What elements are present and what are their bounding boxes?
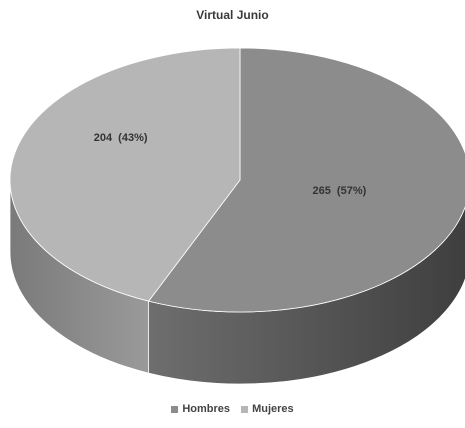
legend-item-mujeres: Mujeres — [241, 403, 294, 415]
legend-item-hombres: Hombres — [171, 403, 230, 415]
legend: Hombres Mujeres — [0, 403, 465, 415]
data-label-mujeres: 204 (43%) — [94, 132, 148, 144]
legend-swatch-hombres — [171, 405, 179, 413]
pie-slice-hombres — [147, 47, 465, 313]
legend-label-hombres: Hombres — [182, 403, 231, 415]
data-label-hombres: 265 (57%) — [312, 185, 366, 197]
legend-swatch-mujeres — [241, 405, 249, 413]
chart-title: Virtual Junio — [196, 8, 269, 22]
legend-label-mujeres: Mujeres — [252, 403, 294, 415]
pie-slice-mujeres — [9, 47, 241, 302]
